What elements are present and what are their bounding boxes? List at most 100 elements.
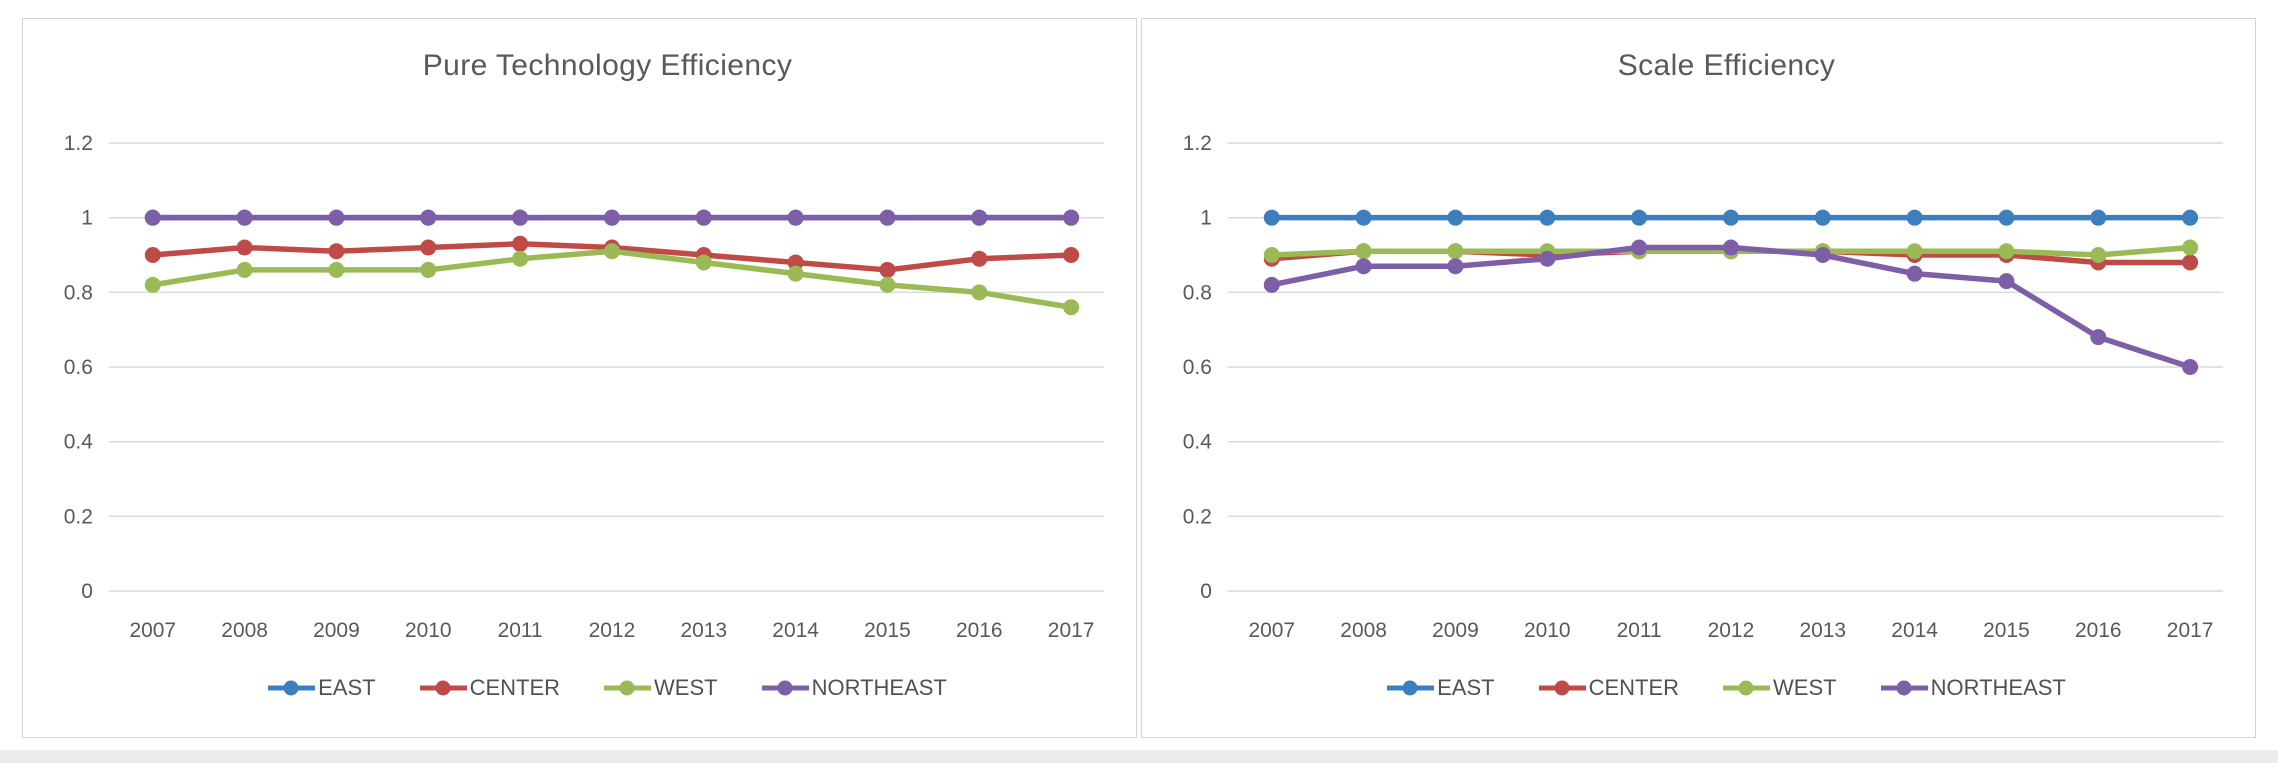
legend-item-northeast: NORTHEAST (1880, 675, 2066, 701)
marker-west-2014 (1906, 243, 1923, 260)
marker-northeast-2011 (1631, 239, 1648, 256)
legend-item-west: WEST (604, 675, 718, 701)
marker-center-2011 (512, 235, 529, 252)
legend-item-east: EAST (268, 675, 376, 701)
marker-east-2013 (1814, 209, 1831, 226)
x-tick-label-2009: 2009 (1432, 619, 1479, 642)
x-tick-label-2017: 2017 (2167, 619, 2214, 642)
marker-west-2009 (328, 261, 345, 278)
y-tick-label-1.2: 1.2 (64, 132, 93, 155)
legend-item-northeast: NORTHEAST (761, 675, 947, 701)
marker-west-2010 (420, 261, 437, 278)
x-tick-label-2012: 2012 (1708, 619, 1755, 642)
marker-northeast-2014 (787, 209, 804, 226)
marker-east-2008 (1355, 209, 1372, 226)
marker-west-2007 (144, 276, 161, 293)
marker-northeast-2016 (2090, 329, 2107, 346)
marker-northeast-2013 (695, 209, 712, 226)
y-tick-label-0.2: 0.2 (1183, 505, 1212, 528)
x-tick-label-2015: 2015 (1983, 619, 2030, 642)
marker-northeast-2009 (328, 209, 345, 226)
x-tick-label-2008: 2008 (221, 619, 268, 642)
x-tick-label-2007: 2007 (129, 619, 176, 642)
marker-east-2014 (1906, 209, 1923, 226)
series-line-west (152, 248, 1072, 310)
marker-northeast-2012 (1722, 239, 1739, 256)
x-tick-label-2015: 2015 (864, 619, 911, 642)
legend-label: EAST (318, 675, 376, 700)
marker-northeast-2016 (971, 209, 988, 226)
legend-marker-icon (761, 680, 809, 696)
legend-item-west: WEST (1723, 675, 1837, 701)
legend-marker-icon (1880, 680, 1928, 696)
y-tick-label-0.4: 0.4 (64, 431, 93, 454)
x-tick-label-2009: 2009 (313, 619, 360, 642)
marker-east-2007 (1263, 209, 1280, 226)
marker-center-2017 (1063, 247, 1080, 263)
y-tick-label-0.2: 0.2 (64, 505, 93, 528)
marker-northeast-2009 (1447, 258, 1464, 275)
legend-marker-icon (268, 680, 316, 696)
marker-west-2009 (1447, 243, 1464, 260)
y-tick-label-0: 0 (1200, 580, 1212, 603)
legend-label: EAST (1437, 675, 1495, 700)
chart-title: Pure Technology Efficiency (422, 49, 793, 82)
scale-efficiency-chart: 0 0.2 0.4 0.6 0.8 1 1.2 2007 2008 2009 2010 2011 201… (1183, 132, 2224, 642)
legend-item-center: CENTER (1538, 675, 1680, 701)
legend-item-center: CENTER (419, 675, 560, 701)
marker-northeast-2010 (420, 209, 437, 226)
marker-west-2017 (2182, 239, 2199, 256)
legend-dot (435, 680, 451, 696)
x-tick-label-2013: 2013 (1799, 619, 1846, 642)
y-tick-label-0.8: 0.8 (1183, 281, 1212, 304)
y-tick-label-0.8: 0.8 (64, 281, 93, 304)
marker-northeast-2015 (1998, 273, 2015, 290)
marker-east-2010 (1539, 209, 1556, 226)
x-tick-label-2011: 2011 (1617, 619, 1662, 642)
marker-center-2014 (787, 254, 804, 271)
marker-northeast-2011 (512, 209, 529, 226)
chart-panel-scale-efficiency: 0 0.2 0.4 0.6 0.8 1 1.2 2007 2008 2009 2010 2011 201… (1141, 18, 2256, 738)
marker-northeast-2017 (1063, 209, 1080, 226)
x-tick-label-2016: 2016 (956, 619, 1003, 642)
marker-northeast-2007 (1263, 276, 1280, 293)
marker-west-2011 (512, 250, 529, 267)
marker-west-2007 (1263, 247, 1280, 263)
marker-northeast-2007 (144, 209, 161, 226)
x-tick-label-2016: 2016 (2075, 619, 2122, 642)
x-tick-label-2017: 2017 (1048, 619, 1095, 642)
charts-row: 0 0.2 0.4 0.6 0.8 1 1.2 2007 2008 2009 2010 2011 201… (22, 18, 2256, 738)
marker-northeast-2008 (236, 209, 253, 226)
legend-label: NORTHEAST (1930, 675, 2066, 700)
marker-east-2012 (1722, 209, 1739, 226)
x-tick-label-2012: 2012 (589, 619, 636, 642)
footer-strip (0, 750, 2278, 763)
marker-northeast-2010 (1539, 250, 1556, 267)
x-tick-label-2014: 2014 (772, 619, 819, 642)
legend-marker-icon (419, 680, 467, 696)
marker-west-2017 (1063, 299, 1080, 316)
marker-northeast-2013 (1814, 247, 1831, 263)
series-line-northeast (1271, 244, 2191, 370)
chart-legend: EAST CENTER WEST NORTHEAST (109, 675, 1106, 701)
marker-northeast-2014 (1906, 265, 1923, 282)
marker-west-2008 (1355, 243, 1372, 260)
marker-center-2009 (328, 243, 345, 260)
chart-title: Scale Efficiency (1617, 49, 1836, 82)
chart-panel-pure-technology-efficiency: 0 0.2 0.4 0.6 0.8 1 1.2 2007 2008 2009 2010 2011 201… (22, 18, 1137, 738)
legend-marker-icon (604, 680, 652, 696)
y-tick-label-0.6: 0.6 (64, 356, 93, 379)
y-tick-label-1: 1 (1200, 207, 1212, 230)
marker-east-2009 (1447, 209, 1464, 226)
marker-center-2008 (236, 239, 253, 256)
marker-west-2016 (971, 284, 988, 301)
marker-west-2012 (603, 243, 620, 260)
legend-label: CENTER (1588, 675, 1680, 700)
legend-dot (1402, 680, 1418, 696)
marker-west-2015 (1998, 243, 2015, 260)
y-tick-label-0.6: 0.6 (1183, 356, 1212, 379)
marker-west-2013 (695, 254, 712, 271)
legend-marker-icon (1387, 680, 1435, 696)
marker-center-2007 (144, 247, 161, 263)
marker-east-2017 (2182, 209, 2199, 226)
